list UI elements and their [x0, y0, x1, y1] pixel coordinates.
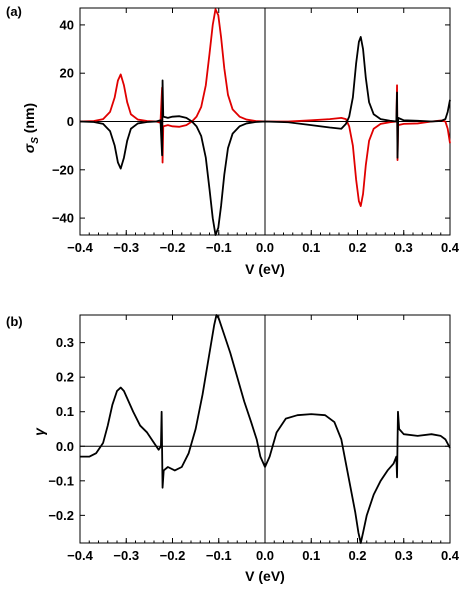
x-tick-label: 0.4	[441, 548, 460, 563]
x-tick-label: 0.0	[256, 548, 274, 563]
y-tick-label: 20	[60, 66, 74, 81]
x-tick-label: −0.4	[67, 548, 93, 563]
x-tick-label: 0.1	[302, 240, 320, 255]
y-tick-label: −40	[52, 211, 74, 226]
y-tick-label: 0.3	[56, 335, 74, 350]
y-tick-label: −0.2	[48, 508, 74, 523]
y-axis-title: σS (nm)	[21, 103, 41, 153]
y-tick-label: 0.1	[56, 404, 74, 419]
y-tick-label: 0.2	[56, 370, 74, 385]
panel-a: −0.4 −0.3 −0.2 −0.1 0.0 0.1 0.2 0.3 0.4 −40 −20 0 20…	[6, 4, 460, 277]
x-tick-label: 0.3	[395, 240, 413, 255]
panel-b: −0.4 −0.3 −0.2 −0.1 0.0 0.1 0.2 0.3 0.4 −0.2 −0.1 0…	[6, 314, 460, 584]
y-tick-label: 40	[60, 17, 74, 32]
y-axis-title: γ	[31, 427, 47, 436]
x-tick-label: 0.2	[348, 240, 366, 255]
y-tick-label: −20	[52, 162, 74, 177]
series-line-2	[79, 36, 451, 236]
x-tick-label: 0.3	[395, 548, 413, 563]
x-tick-label: −0.4	[67, 240, 93, 255]
x-tick-label: −0.1	[206, 548, 232, 563]
series-line-1	[80, 314, 451, 544]
y-tick-label: −0.1	[48, 473, 74, 488]
x-tick-label: 0.2	[348, 548, 366, 563]
y-tick-label: 0.0	[56, 439, 74, 454]
panel-label: (a)	[6, 4, 22, 19]
x-tick-label: −0.1	[206, 240, 232, 255]
x-axis-title: V (eV)	[245, 261, 285, 277]
y-tick-label: 0	[67, 114, 74, 129]
x-tick-label: 0.0	[256, 240, 274, 255]
x-tick-label: −0.2	[160, 548, 186, 563]
x-tick-label: −0.3	[113, 548, 139, 563]
x-tick-label: 0.1	[302, 548, 320, 563]
panel-label: (b)	[6, 314, 23, 329]
x-axis-title: V (eV)	[245, 568, 285, 584]
x-tick-label: 0.4	[441, 240, 460, 255]
x-tick-label: −0.3	[113, 240, 139, 255]
x-tick-label: −0.2	[160, 240, 186, 255]
